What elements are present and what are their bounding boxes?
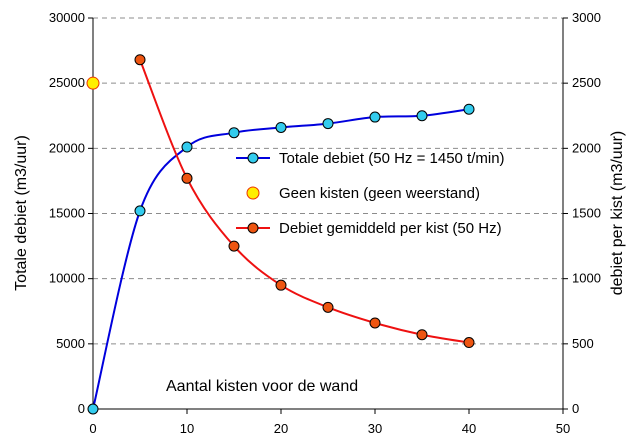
data-point: [275, 121, 287, 133]
series-layer: [86, 54, 475, 415]
legend-label: Totale debiet (50 Hz = 1450 t/min): [279, 150, 505, 167]
series-2: [86, 76, 100, 90]
data-point: [463, 337, 475, 349]
data-point: [416, 110, 428, 122]
y-tick-label-left: 5000: [56, 336, 85, 351]
y-tick-label-right: 2000: [572, 140, 601, 155]
y-tick-label-left: 25000: [49, 75, 85, 90]
data-point: [181, 172, 193, 184]
x-tick-label: 0: [89, 421, 96, 436]
data-point: [369, 111, 381, 123]
y-tick-label-right: 0: [572, 401, 579, 416]
y-tick-label-right: 3000: [572, 10, 601, 25]
legend-label: Geen kisten (geen weerstand): [279, 185, 480, 202]
series-line: [92, 108, 470, 410]
data-point: [86, 76, 100, 90]
legend-marker: [247, 222, 259, 234]
x-tick-label: 50: [556, 421, 570, 436]
x-tick-label: 40: [462, 421, 476, 436]
legend-item-2: Geen kisten (geen weerstand): [246, 185, 480, 202]
y-axis-label-left: Totale debiet (m3/uur): [13, 135, 30, 291]
data-point: [87, 403, 99, 415]
y-tick-label-left: 10000: [49, 271, 85, 286]
legend-label: Debiet gemiddeld per kist (50 Hz): [279, 220, 502, 237]
legend-item-3: Debiet gemiddeld per kist (50 Hz): [236, 220, 502, 237]
series-3: [134, 54, 475, 349]
legend: Totale debiet (50 Hz = 1450 t/min) Geen k…: [236, 150, 505, 237]
data-point: [228, 127, 240, 139]
axes: [88, 17, 568, 414]
y-tick-label-left: 30000: [49, 10, 85, 25]
data-point: [134, 205, 146, 217]
annotation-text: Aantal kisten voor de wand: [166, 378, 358, 395]
y-tick-label-left: 0: [78, 401, 85, 416]
y-axis-label-right: debiet per kist (m3/uur): [609, 131, 626, 296]
grid-lines: [93, 17, 563, 345]
data-point: [463, 103, 475, 115]
x-tick-label: 20: [274, 421, 288, 436]
x-tick-label: 10: [180, 421, 194, 436]
data-point: [181, 141, 193, 153]
data-point: [416, 329, 428, 341]
data-point: [134, 54, 146, 66]
y-tick-label-right: 500: [572, 336, 594, 351]
y-tick-label-right: 1500: [572, 206, 601, 221]
legend-item-1: Totale debiet (50 Hz = 1450 t/min): [236, 150, 505, 167]
tick-labels: 0500010000150002000025000300000500100015…: [49, 10, 601, 436]
data-point: [322, 118, 334, 130]
y-tick-label-left: 20000: [49, 140, 85, 155]
series-1: [87, 103, 475, 415]
legend-marker: [247, 152, 259, 164]
legend-marker: [246, 186, 260, 200]
data-point: [369, 317, 381, 329]
data-point: [322, 301, 334, 313]
x-tick-label: 30: [368, 421, 382, 436]
y-tick-label-left: 15000: [49, 206, 85, 221]
data-point: [228, 240, 240, 252]
data-point: [275, 279, 287, 291]
y-tick-label-right: 1000: [572, 271, 601, 286]
y-tick-label-right: 2500: [572, 75, 601, 90]
